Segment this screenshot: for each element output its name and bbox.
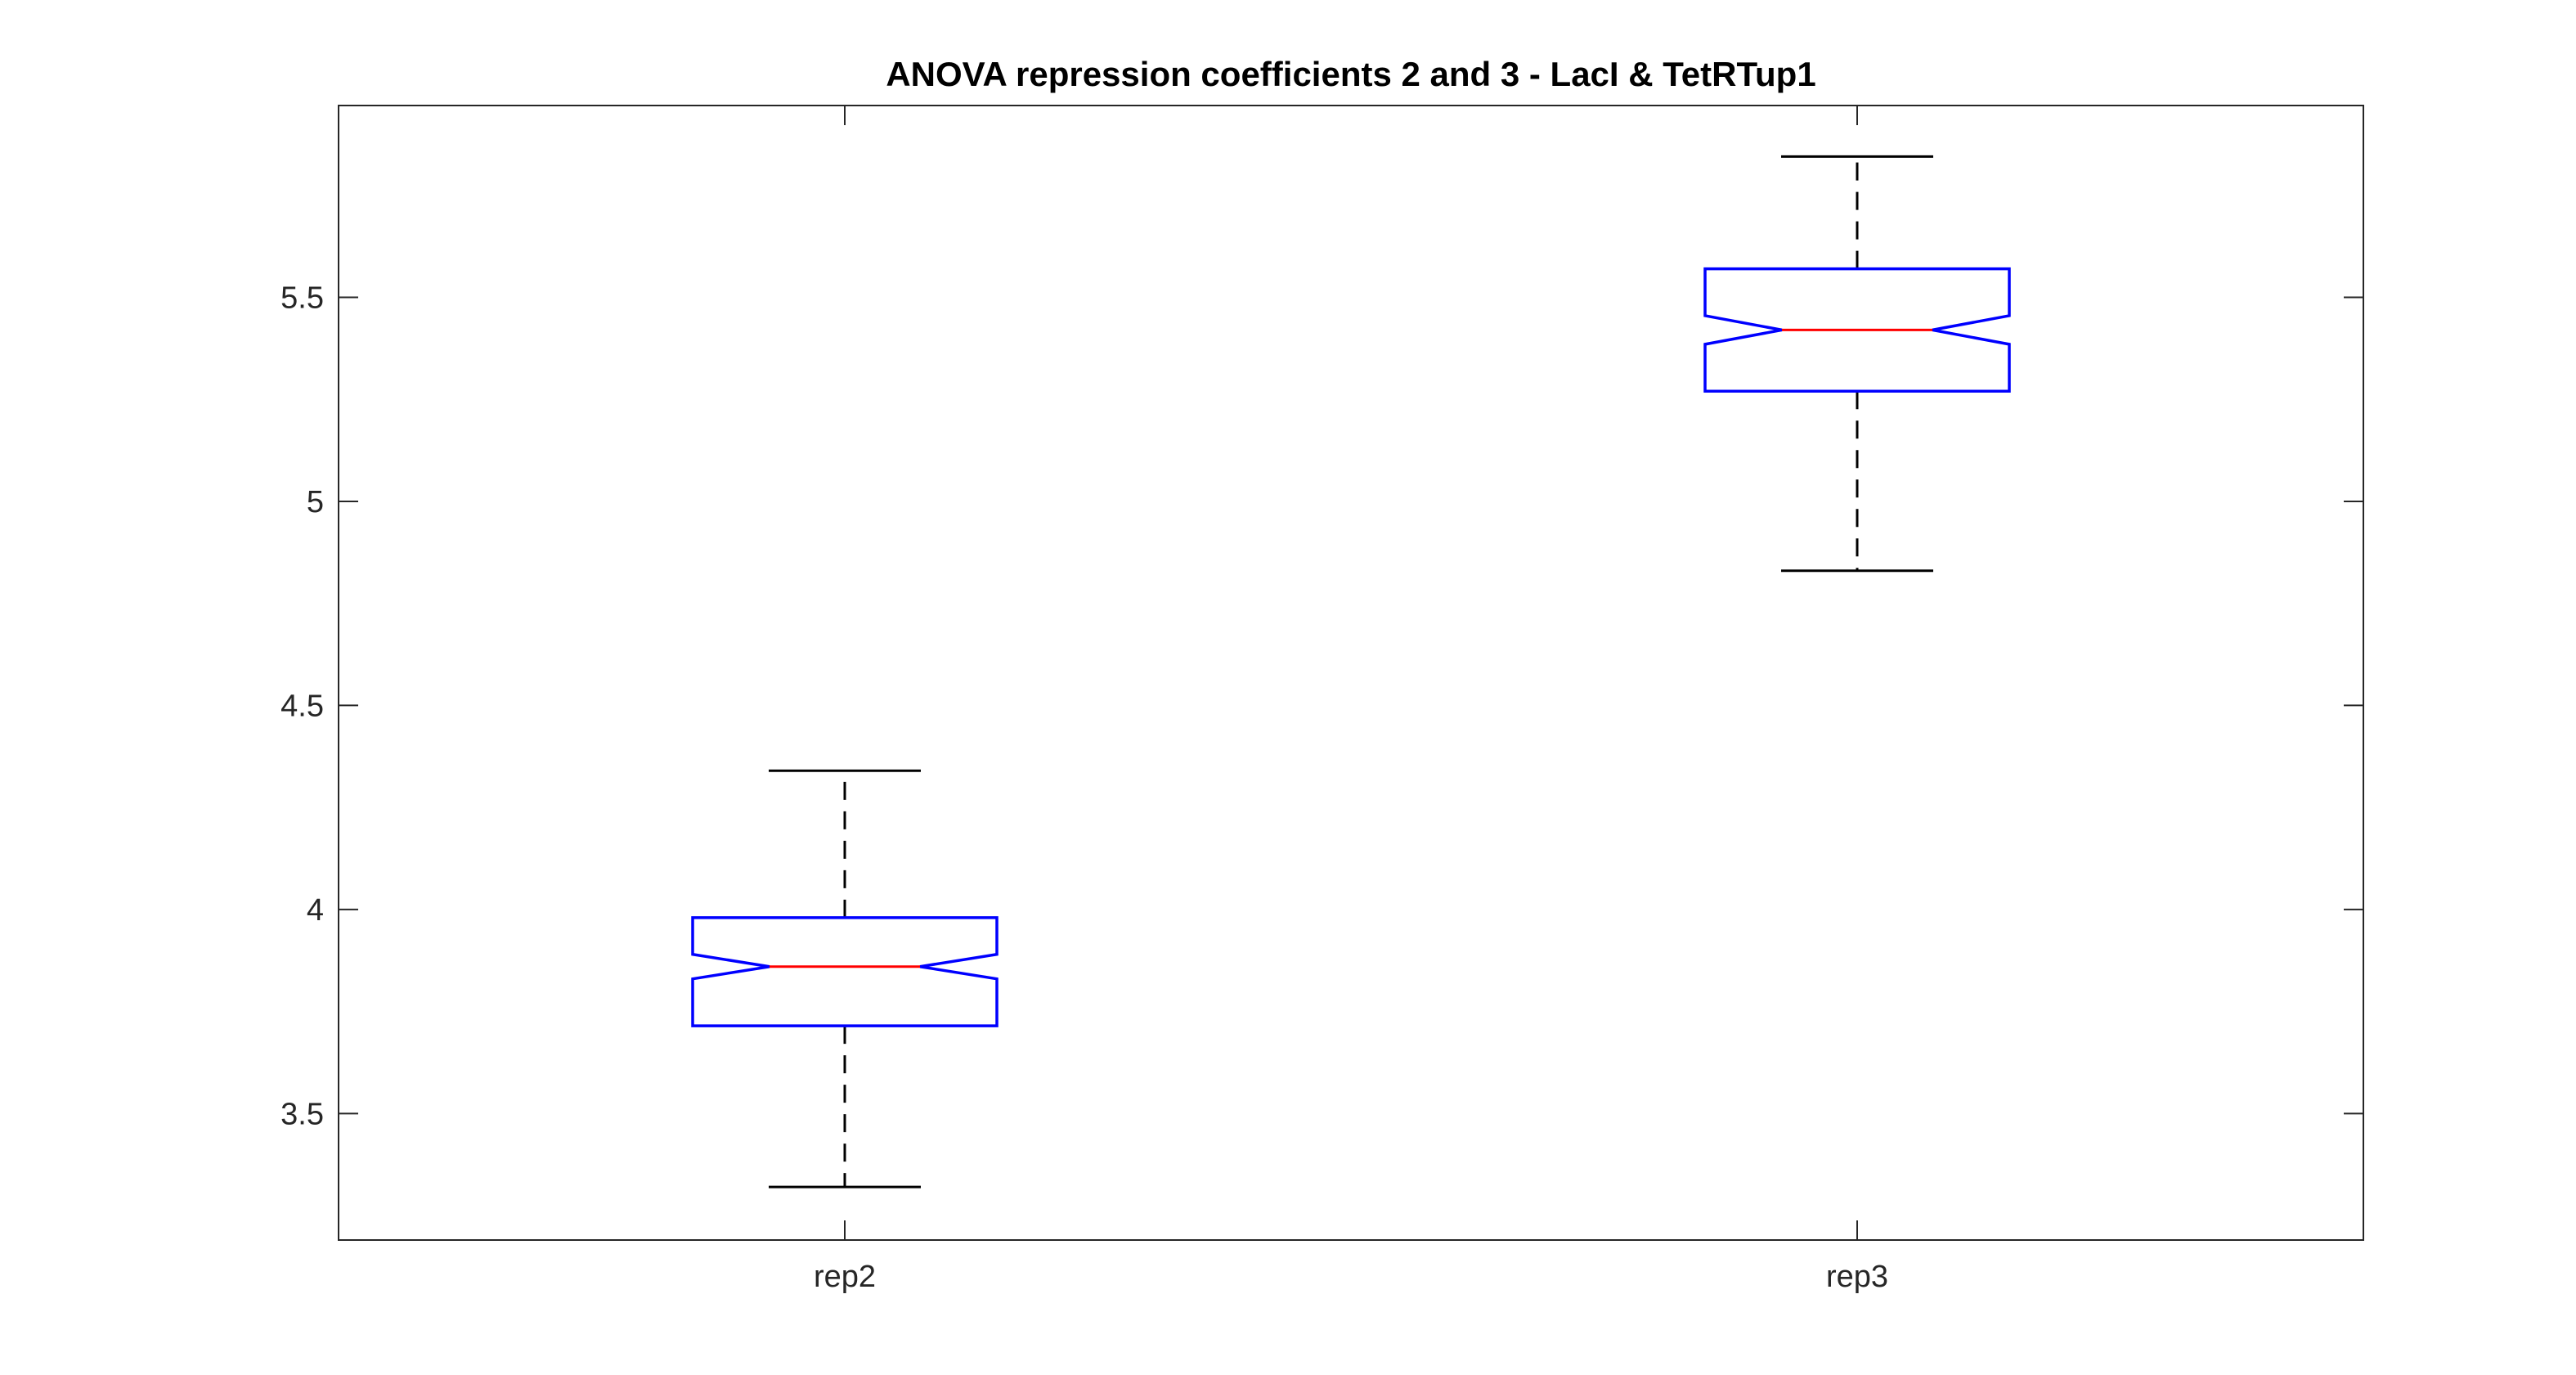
plot-area: 3.5 4 4.5 5 5.5 rep2 rep3 [280,106,2363,1294]
notched-box [691,916,999,1027]
y-tick-label: 4 [307,893,324,928]
x-tick-label: rep2 [814,1260,876,1294]
axes-box [338,105,2364,1241]
chart-title: ANOVA repression coefficients 2 and 3 - … [886,55,1815,93]
x-tick-label: rep3 [1826,1260,1888,1294]
notched-box [1703,267,2011,393]
y-tick-label: 4.5 [280,689,324,723]
y-tick-label: 5.5 [280,281,324,315]
y-tick-label: 5 [307,485,324,519]
y-tick-label: 3.5 [280,1097,324,1131]
